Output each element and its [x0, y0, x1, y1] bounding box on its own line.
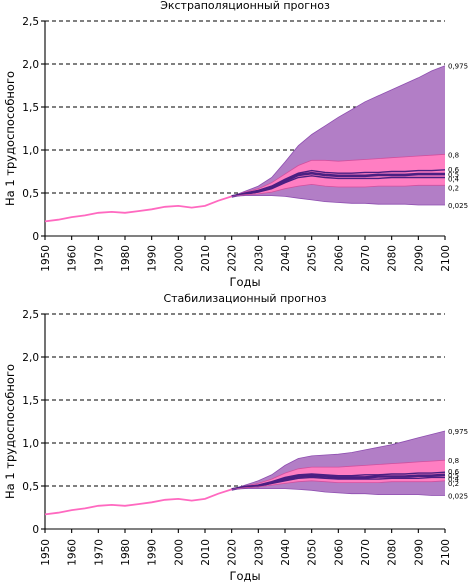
x-tick-label: 2000 [173, 245, 185, 272]
x-tick-label: 1990 [147, 245, 159, 272]
quantile-line-3 [231, 171, 445, 198]
quantile-label: 0,4 [448, 176, 460, 184]
x-tick-label: 2030 [253, 245, 265, 272]
x-tick-label: 1980 [120, 245, 132, 272]
quantile-label: 0,4 [448, 475, 460, 483]
x-tick-label: 1960 [67, 245, 79, 272]
x-tick-label: 1950 [40, 539, 52, 566]
x-tick-label: 2040 [280, 245, 292, 272]
x-tick-label: 2090 [413, 245, 425, 272]
x-tick-label: 2100 [440, 539, 452, 566]
quantile-label: 0,5 [448, 472, 459, 480]
chart-panel-2: Стабилизационный прогноз 0 0,5 1,0 1,5 2,0 2,5… [3, 292, 468, 583]
quantile-label: 0,6 [448, 468, 460, 476]
y-tick-label: 0 [32, 524, 39, 536]
y-tick-label: 1,0 [22, 145, 39, 157]
x-tick-label: 2080 [387, 245, 399, 272]
chart-title: Экстраполяционный прогноз [160, 0, 330, 12]
history-line [44, 488, 232, 516]
x-axis-label: Годы [229, 569, 260, 583]
quantile-label: 0,975 [448, 63, 468, 71]
history-line [44, 195, 232, 223]
quantile-line-5 [231, 480, 446, 490]
quantile-label: 0,8 [448, 151, 459, 159]
quantile-line-6 [231, 195, 445, 206]
quantile-line-4 [231, 476, 445, 491]
quantile-label: 0,8 [448, 457, 459, 465]
quantile-label: 0,5 [448, 171, 459, 179]
quantile-line-5 [231, 183, 445, 197]
x-tick-label: 2060 [333, 245, 345, 272]
x-tick-label: 2080 [387, 539, 399, 566]
x-tick-label: 1950 [40, 245, 52, 272]
x-tick-label: 2030 [253, 539, 265, 566]
x-tick-label: 2070 [360, 539, 372, 566]
x-tick-label: 2010 [200, 245, 212, 272]
y-axis-label: На 1 трудоспособного [3, 364, 17, 499]
quantile-line-4 [231, 175, 445, 198]
x-tick-label: 2010 [200, 539, 212, 566]
y-tick-label: 0,5 [22, 481, 39, 493]
x-tick-label: 2100 [440, 245, 452, 272]
x-tick-label: 1960 [67, 539, 79, 566]
y-tick-label: 2,0 [22, 59, 39, 71]
x-axis-label: Годы [229, 275, 260, 289]
x-tick-label: 1970 [93, 539, 105, 566]
quantile-line-1 [231, 153, 446, 197]
x-tick-label: 2070 [360, 245, 372, 272]
y-tick-label: 0 [32, 231, 39, 243]
x-tick-label: 2090 [413, 539, 425, 566]
chart-title: Стабилизационный прогноз [163, 292, 326, 305]
y-tick-label: 2,5 [22, 16, 39, 28]
chart-panel-1: Экстраполяционный прогноз 0 0,5 1,0 1,5 2,0 2,… [3, 0, 468, 289]
x-tick-label: 2040 [280, 539, 292, 566]
x-tick-label: 1980 [120, 539, 132, 566]
y-tick-label: 1,5 [22, 395, 39, 407]
y-tick-label: 0,5 [22, 188, 39, 200]
x-tick-label: 2020 [227, 245, 239, 272]
quantile-label: 0,025 [448, 492, 468, 500]
y-tick-label: 1,5 [22, 102, 39, 114]
quantile-label: 0,2 [448, 480, 459, 488]
y-tick-label: 1,0 [22, 438, 39, 450]
x-tick-label: 1990 [147, 539, 159, 566]
quantile-label: 0,2 [448, 184, 459, 192]
y-tick-label: 2,0 [22, 352, 39, 364]
x-tick-label: 2020 [227, 539, 239, 566]
quantile-label: 0,6 [448, 166, 460, 174]
y-tick-label: 2,5 [22, 309, 39, 321]
quantile-line-0 [231, 430, 446, 490]
x-tick-label: 2050 [307, 245, 319, 272]
quantile-line-6 [231, 488, 445, 496]
quantile-line-0 [231, 65, 446, 197]
quantile-label: 0,975 [448, 428, 468, 436]
x-tick-label: 2050 [307, 539, 319, 566]
band-02-08 [231, 460, 445, 490]
x-tick-label: 1970 [93, 245, 105, 272]
x-tick-label: 2000 [173, 539, 185, 566]
y-axis-label: На 1 трудоспособного [3, 71, 17, 206]
x-tick-label: 2060 [333, 539, 345, 566]
quantile-line-1 [231, 459, 446, 490]
quantile-label: 0,025 [448, 202, 468, 210]
